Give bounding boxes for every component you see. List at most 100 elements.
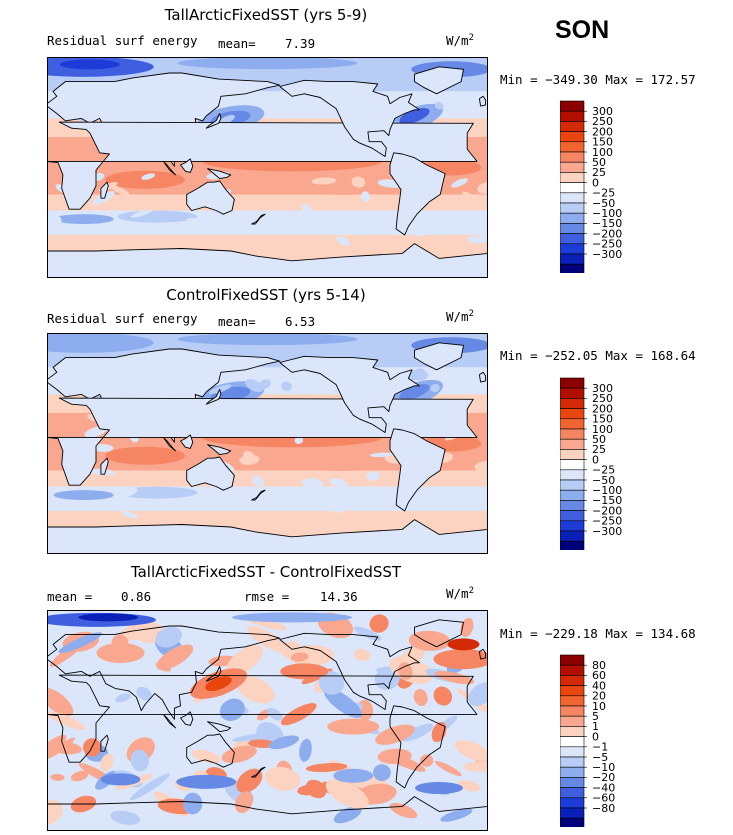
panel-1-colorbar: 30025020015010050250−25−50−100−150−200−2… xyxy=(560,100,622,273)
colorbar-tick-label: −100 xyxy=(592,484,622,497)
field-patch xyxy=(246,626,290,654)
panel-3-minmax: Min = −229.18 Max = 134.68 xyxy=(500,626,696,641)
panel-3-title: TallArcticFixedSST - ControlFixedSST xyxy=(130,563,402,581)
coastline-samerica xyxy=(389,428,446,512)
field-patch xyxy=(301,478,324,488)
field-patch xyxy=(294,436,304,445)
colorbar-swatch xyxy=(560,469,585,481)
colorbar-swatch xyxy=(560,449,585,460)
colorbar-swatch xyxy=(560,161,585,173)
min-label: Min = xyxy=(500,72,546,87)
colorbar-tick-label: −150 xyxy=(592,494,622,507)
field-patch xyxy=(232,612,352,623)
field-patch xyxy=(219,698,245,721)
colorbar-swatch xyxy=(560,377,585,389)
field-patch xyxy=(311,177,337,185)
colorbar-swatch xyxy=(560,398,585,409)
colorbar-swatch xyxy=(560,131,585,143)
colorbar-swatch xyxy=(560,418,585,430)
coastline-australia xyxy=(186,180,235,215)
coastline-uk xyxy=(478,648,487,660)
field-patch xyxy=(372,764,391,782)
field-patch xyxy=(297,784,324,796)
colorbar-tick-label: 50 xyxy=(592,156,606,169)
colorbar-tick-label: 80 xyxy=(592,659,606,672)
map-frame xyxy=(47,610,488,831)
field-patch xyxy=(474,461,488,472)
field-patch xyxy=(434,670,475,685)
colorbar-tick-label: 150 xyxy=(592,413,613,426)
colorbar-swatch xyxy=(560,807,585,819)
coastline-japan xyxy=(205,113,222,129)
colorbar-swatch xyxy=(560,408,585,420)
field-patch xyxy=(351,176,366,188)
colorbar-swatch xyxy=(560,654,585,666)
colorbar-swatch xyxy=(560,489,585,501)
coastline-borneo xyxy=(180,711,194,726)
colorbar-swatch xyxy=(560,685,585,697)
colorbar-swatch xyxy=(560,500,585,511)
coastline-sumatra xyxy=(162,713,177,729)
field-patch xyxy=(191,749,221,764)
field-patch xyxy=(353,649,371,661)
field-patch xyxy=(305,221,326,231)
colorbar-swatch xyxy=(560,479,585,491)
field-patch xyxy=(280,663,329,680)
field-patch xyxy=(434,761,462,777)
colorbar-swatch xyxy=(560,387,585,399)
field-patch xyxy=(177,57,358,70)
panel-2-mean-value: 6.53 xyxy=(285,314,316,329)
field-patch xyxy=(369,614,389,633)
panel-2-mean-label: mean= xyxy=(218,314,256,329)
colorbar-swatch xyxy=(560,172,585,183)
colorbar-swatch xyxy=(560,695,585,707)
field-patch xyxy=(366,471,380,481)
max-label: Max = xyxy=(605,348,651,363)
field-patch xyxy=(156,644,194,670)
field-band xyxy=(47,486,488,512)
colorbar-tick-label: 5 xyxy=(592,710,599,723)
min-value: −252.05 xyxy=(545,348,598,363)
field-patch xyxy=(401,723,434,742)
panel-3-rmse-value: 14.36 xyxy=(320,589,358,604)
colorbar-swatch xyxy=(560,530,585,542)
colorbar-tick-label: −5 xyxy=(592,751,608,764)
field-patch xyxy=(177,333,358,346)
field-patch xyxy=(470,222,488,237)
field-patch xyxy=(447,638,480,651)
colorbar-swatch xyxy=(560,777,585,788)
field-patch xyxy=(47,799,63,825)
panel-1-mean-value: 7.39 xyxy=(285,36,316,51)
field-patch xyxy=(268,735,300,750)
field-patch xyxy=(176,774,237,789)
colorbar-swatch xyxy=(560,253,585,265)
colorbar-tick-label: −80 xyxy=(592,802,615,815)
map-field xyxy=(47,57,488,278)
field-patch xyxy=(58,632,103,654)
colorbar-swatch xyxy=(560,787,585,799)
colorbar-tick-label: 0 xyxy=(592,453,599,466)
colorbar-swatch xyxy=(560,202,585,214)
field-patch xyxy=(323,688,363,718)
field-patch xyxy=(419,754,434,767)
field-patch xyxy=(413,688,428,706)
colorbar-tick-label: 250 xyxy=(592,392,613,405)
coastline-greenland xyxy=(414,342,464,371)
coastline-newguinea xyxy=(207,721,232,733)
coastline-nz xyxy=(251,213,266,225)
panel-3-rmse-label: rmse = xyxy=(244,589,290,604)
colorbar-swatch xyxy=(560,736,585,748)
colorbar-swatch xyxy=(560,428,585,440)
field-patch xyxy=(281,381,292,391)
min-label: Min = xyxy=(500,348,546,363)
field-patch xyxy=(251,475,265,487)
panel-2-title: ControlFixedSST (yrs 5-14) xyxy=(166,286,366,304)
field-patch xyxy=(109,185,130,196)
colorbar-tick-label: 0 xyxy=(592,176,599,189)
colorbar-tick-label: −200 xyxy=(592,504,622,517)
coastline-borneo xyxy=(180,158,194,173)
field-patch xyxy=(121,511,139,519)
colorbar-tick-label: 50 xyxy=(592,433,606,446)
panel-2-label: Residual surf energy xyxy=(47,311,198,326)
field-patch xyxy=(113,487,138,499)
